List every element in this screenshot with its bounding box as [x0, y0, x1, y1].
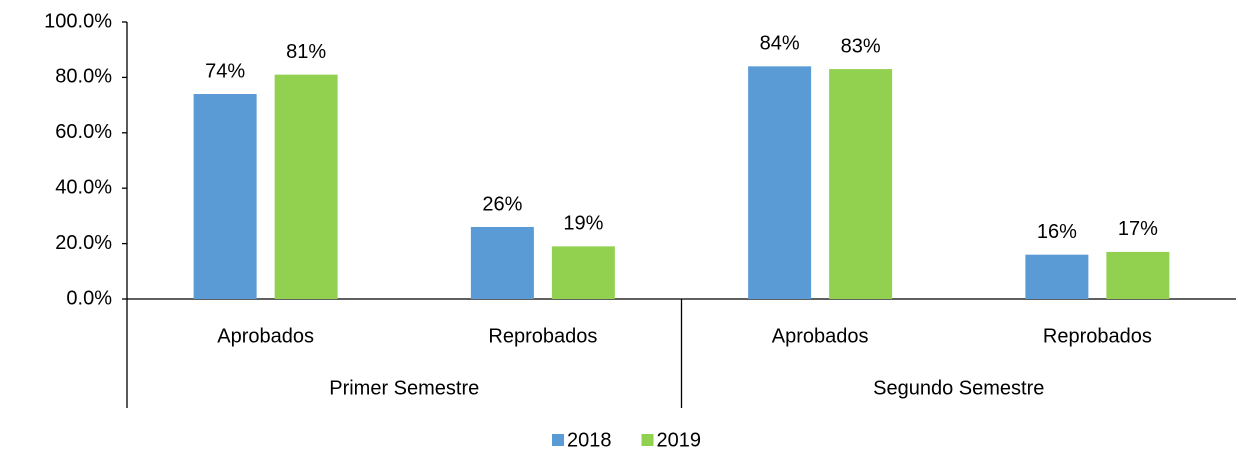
bar [1025, 254, 1089, 299]
x-tick-label: Aprobados [772, 325, 869, 347]
y-tick-label: 0.0% [66, 287, 112, 309]
data-label: 74% [205, 60, 245, 82]
legend-swatch [552, 434, 564, 446]
data-label: 17% [1118, 218, 1158, 240]
bar [470, 226, 534, 299]
group-label: Primer Semestre [329, 377, 479, 399]
legend-label: 2018 [567, 429, 612, 451]
x-tick-label: Reprobados [488, 325, 597, 347]
bar [274, 74, 338, 299]
data-label: 84% [760, 33, 800, 55]
group-label: Segundo Semestre [873, 377, 1044, 399]
bar [193, 94, 257, 300]
data-label: 26% [482, 193, 522, 215]
data-label: 16% [1037, 221, 1077, 243]
data-label: 19% [563, 213, 603, 235]
y-tick-label: 20.0% [55, 232, 112, 254]
y-tick-label: 40.0% [55, 176, 112, 198]
x-tick-label: Reprobados [1043, 325, 1152, 347]
legend-label: 2019 [657, 429, 702, 451]
data-label: 81% [286, 41, 326, 63]
legend-swatch [641, 434, 654, 446]
bar [748, 66, 812, 299]
y-tick-label: 60.0% [55, 121, 112, 143]
x-tick-label: Aprobados [217, 325, 314, 347]
bar [1106, 251, 1170, 299]
y-tick-label: 100.0% [44, 10, 112, 32]
y-tick-label: 80.0% [55, 66, 112, 88]
bar [829, 69, 893, 299]
data-label: 83% [841, 35, 881, 57]
bar [551, 246, 615, 299]
